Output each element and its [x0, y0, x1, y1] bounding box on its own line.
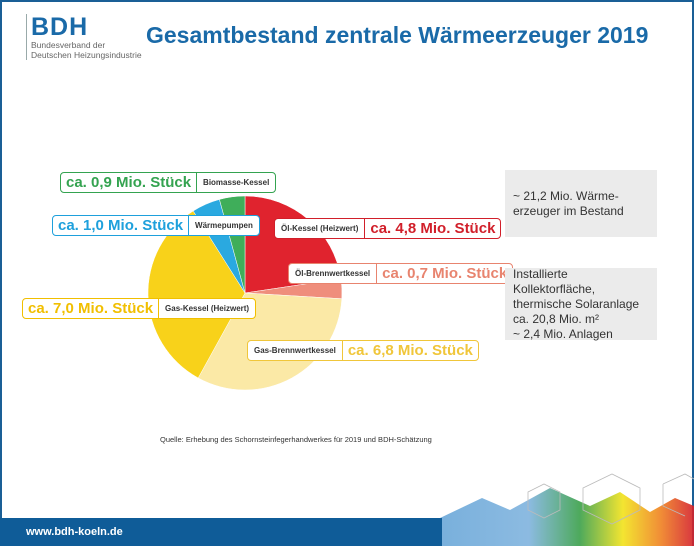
name-waermepumpen: Wärmepumpen: [195, 221, 253, 230]
name-gas-kessel: Gas-Kessel (Heizwert): [165, 304, 250, 313]
label-gas-brennwert: Gas-Brennwertkessel ca. 6,8 Mio. Stück: [247, 340, 479, 361]
logo-line1: Bundesverband der: [31, 40, 106, 50]
label-waermepumpen: ca. 1,0 Mio. Stück Wärmepumpen: [52, 215, 260, 236]
decorative-cubes: [440, 473, 694, 546]
logo-abbr: BDH: [31, 13, 89, 41]
website-link[interactable]: www.bdh-koeln.de: [26, 526, 123, 538]
name-biomasse: Biomasse-Kessel: [203, 178, 270, 187]
solar-line4: ~ 2,4 Mio. Anlagen: [513, 326, 613, 341]
footer-bar: www.bdh-koeln.de: [0, 518, 442, 546]
total-line2: erzeuger im Bestand: [513, 203, 624, 218]
total-info-box: ~ 21,2 Mio. Wärme- erzeuger im Bestand: [505, 170, 657, 237]
value-gas-brennwert: ca. 6,8 Mio. Stück: [347, 342, 473, 359]
name-gas-brennwert: Gas-Brennwertkessel: [248, 341, 343, 360]
logo-line2: Deutschen Heizungsindustrie: [31, 50, 142, 60]
page-title: Gesamtbestand zentrale Wärmeerzeuger 201…: [146, 22, 649, 48]
value-oel-brennwert: ca. 0,7 Mio. Stück: [382, 265, 508, 282]
label-oel-brennwert: Öl-Brennwertkessel ca. 0,7 Mio. Stück: [288, 263, 514, 284]
label-gas-kessel: ca. 7,0 Mio. Stück Gas-Kessel (Heizwert): [22, 298, 257, 319]
bdh-logo: BDH Bundesverband der Deutschen Heizungs…: [26, 14, 142, 60]
value-waermepumpen: ca. 1,0 Mio. Stück: [53, 216, 190, 235]
value-biomasse: ca. 0,9 Mio. Stück: [61, 173, 198, 192]
source-note: Quelle: Erhebung des Schornsteinfegerhan…: [160, 435, 432, 444]
solar-line2: thermische Solaranlage: [513, 296, 640, 311]
total-line1: ~ 21,2 Mio. Wärme-: [513, 188, 619, 203]
label-biomasse: ca. 0,9 Mio. Stück Biomasse-Kessel: [60, 172, 277, 193]
value-oel-kessel: ca. 4,8 Mio. Stück: [370, 220, 496, 237]
solar-info-box: Installierte Kollektorfläche, thermische…: [505, 266, 657, 341]
solar-line1: Installierte Kollektorfläche,: [513, 266, 596, 296]
solar-line3: ca. 20,8 Mio. m²: [513, 311, 600, 326]
name-oel-kessel: Öl-Kessel (Heizwert): [275, 219, 366, 238]
label-oel-kessel: Öl-Kessel (Heizwert) ca. 4,8 Mio. Stück: [274, 218, 502, 239]
value-gas-kessel: ca. 7,0 Mio. Stück: [23, 299, 160, 318]
name-oel-brennwert: Öl-Brennwertkessel: [289, 264, 378, 283]
